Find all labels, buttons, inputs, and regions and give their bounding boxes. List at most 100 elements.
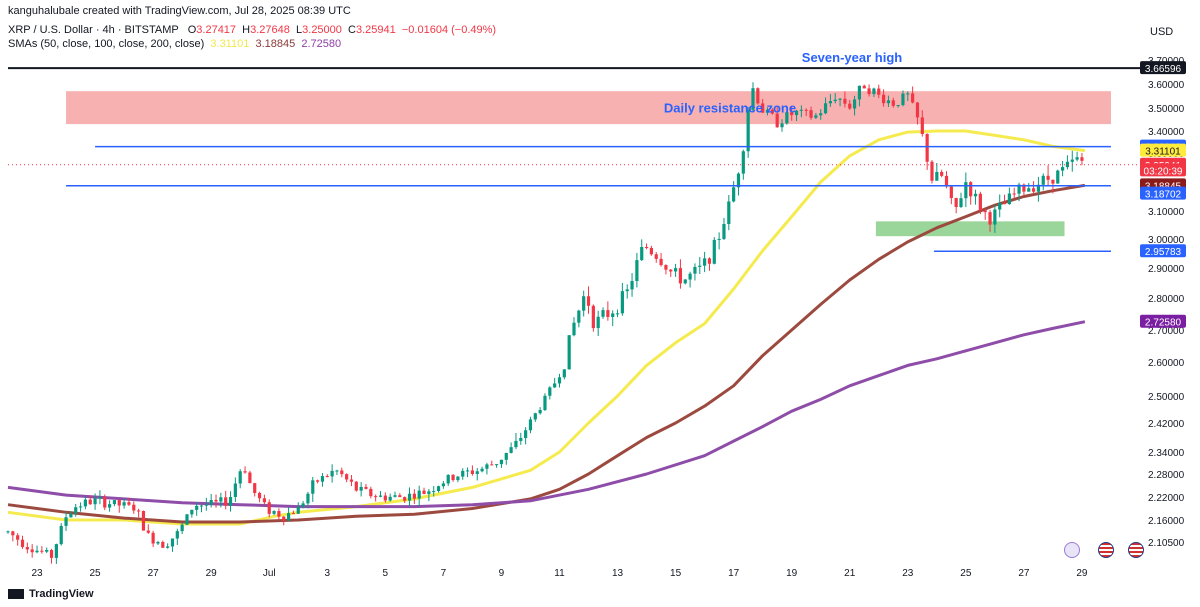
candle-body	[509, 447, 513, 453]
candle-body	[54, 544, 58, 558]
candle-body	[954, 198, 958, 208]
candle-body	[799, 109, 803, 111]
price-axis-label: 3.31101	[1145, 147, 1181, 158]
candle-body	[920, 117, 924, 134]
candle-body	[407, 493, 412, 501]
resistance-zone-label: Daily resistance zone	[664, 101, 796, 116]
x-tick-label: 29	[206, 568, 218, 579]
candle-body	[383, 495, 387, 501]
candle-body	[867, 88, 871, 95]
candle-body	[688, 273, 692, 280]
candle-body	[504, 452, 508, 460]
us-flag-icon[interactable]	[1098, 542, 1114, 558]
candle-body	[170, 538, 175, 547]
candle-body	[775, 113, 779, 128]
low-value: 3.25000	[302, 24, 342, 36]
y-tick-label: 2.22000	[1148, 493, 1185, 504]
candle-body	[78, 506, 83, 508]
candle-body	[330, 470, 334, 477]
candle-body	[577, 310, 581, 323]
candle-body	[272, 511, 276, 514]
candle-body	[654, 254, 658, 259]
candle-body	[161, 541, 165, 548]
y-tick-label: 2.10500	[1148, 538, 1185, 549]
candle-body	[35, 550, 39, 553]
candle-body	[630, 281, 634, 290]
candle-body	[1075, 157, 1079, 160]
candle-body	[127, 502, 131, 505]
candle-body	[1065, 161, 1070, 168]
close-value: 3.25941	[355, 24, 396, 36]
candle-body	[664, 265, 668, 270]
candle-body	[804, 109, 808, 111]
candle-body	[349, 479, 354, 482]
candle-body	[712, 239, 716, 264]
candle-body	[253, 483, 257, 493]
candle-body	[427, 491, 431, 494]
y-tick-label: 3.10000	[1148, 207, 1185, 218]
y-tick-label: 3.50000	[1148, 104, 1185, 115]
candle-body	[683, 279, 687, 284]
candle-body	[644, 246, 649, 248]
candle-body	[98, 496, 102, 499]
candle-body	[756, 88, 760, 104]
candle-body	[69, 513, 73, 518]
candle-body	[190, 509, 194, 515]
price-axis-label-bg	[1140, 244, 1186, 258]
high-value: 3.27648	[250, 24, 290, 36]
x-tick-label: 21	[844, 568, 856, 579]
lightning-icon[interactable]	[1064, 542, 1080, 558]
y-tick-label: 2.90000	[1148, 264, 1185, 275]
candle-body	[882, 94, 886, 104]
candle-body	[267, 502, 271, 514]
candle-body	[872, 88, 876, 95]
candle-body	[146, 530, 150, 533]
x-tick-label: 25	[90, 568, 102, 579]
candle-body	[780, 123, 784, 128]
tradingview-branding[interactable]: TradingView	[8, 588, 94, 600]
candle-body	[819, 113, 823, 116]
candle-body	[983, 210, 987, 213]
candle-body	[243, 471, 247, 473]
candle-body	[925, 133, 929, 162]
candle-body	[770, 109, 774, 114]
candle-body	[557, 377, 562, 384]
candle-body	[993, 209, 997, 225]
candle-body	[1017, 184, 1021, 194]
y-tick-label: 2.60000	[1148, 358, 1185, 369]
candle-body	[30, 549, 34, 553]
candle-body	[1046, 175, 1050, 180]
candle-body	[833, 99, 837, 102]
candle-body	[1080, 157, 1084, 161]
candle-body	[586, 296, 591, 306]
sma-legend[interactable]: SMAs (50, close, 100, close, 200, close)…	[8, 38, 341, 50]
candle-body	[248, 472, 252, 484]
candle-body	[286, 513, 291, 521]
candle-body	[606, 310, 610, 317]
x-tick-label: 27	[1018, 568, 1030, 579]
price-axis-label: 3.66596	[1145, 64, 1182, 75]
currency-label: USD	[1150, 26, 1173, 38]
candle-body	[209, 499, 213, 505]
candle-body	[707, 258, 712, 264]
candle-body	[40, 550, 44, 552]
candle-body	[132, 504, 136, 511]
us-flag-icon[interactable]	[1128, 542, 1144, 558]
candle-body	[978, 193, 982, 211]
candle-body	[935, 171, 939, 181]
candle-body	[959, 198, 963, 208]
y-tick-label: 3.60000	[1148, 80, 1185, 91]
candle-body	[1022, 184, 1026, 192]
candle-body	[940, 171, 944, 176]
candle-body	[195, 505, 199, 510]
candle-body	[494, 464, 499, 466]
candle-body	[891, 100, 895, 106]
candle-body	[175, 531, 179, 539]
candle-body	[456, 476, 460, 481]
candle-body	[257, 492, 262, 499]
candle-body	[901, 93, 905, 106]
candle-body	[567, 335, 571, 370]
candle-body	[528, 419, 533, 431]
candle-body	[973, 193, 978, 197]
